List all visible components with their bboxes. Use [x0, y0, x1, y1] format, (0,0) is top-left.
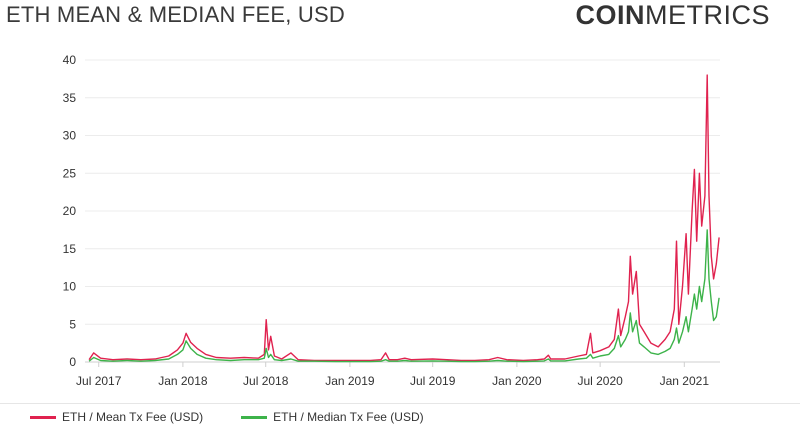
x-tick-label-6: Jul 2020: [577, 374, 623, 388]
y-tick-label-20: 20: [63, 204, 77, 218]
y-tick-label-25: 25: [63, 166, 77, 180]
x-tick-label-7: Jan 2021: [660, 374, 710, 388]
y-tick-label-15: 15: [63, 242, 77, 256]
y-tick-label-35: 35: [63, 91, 77, 105]
y-axis-ticks: 0 5 10 15 20 25 30 35 40: [63, 53, 77, 369]
x-tick-label-4: Jul 2019: [410, 374, 456, 388]
legend-item-median[interactable]: ETH / Median Tx Fee (USD): [241, 410, 424, 424]
y-tick-label-30: 30: [63, 129, 77, 143]
x-tick-label-1: Jan 2018: [158, 374, 208, 388]
grid-lines: [85, 59, 720, 363]
series-line-median: [88, 229, 720, 363]
y-tick-label-5: 5: [69, 317, 76, 331]
chart-title: ETH MEAN & MEDIAN FEE, USD: [6, 2, 345, 27]
coinmetrics-logo: COINMETRICS: [576, 0, 771, 31]
y-tick-label-0: 0: [69, 355, 76, 369]
y-tick-label-40: 40: [63, 53, 77, 67]
legend-label-mean: ETH / Mean Tx Fee (USD): [62, 410, 204, 424]
series-line-mean: [88, 74, 720, 362]
legend-swatch-median: [241, 415, 268, 419]
x-tick-label-2: Jul 2018: [243, 374, 289, 388]
x-tick-label-5: Jan 2020: [492, 374, 542, 388]
x-axis-ticks: Jul 2017 Jan 2018 Jul 2018 Jan 2019 Jul 2019…: [76, 362, 709, 388]
x-tick-label-3: Jan 2019: [325, 374, 375, 388]
series-lines: [88, 74, 720, 363]
logo-bold-text: COIN: [575, 0, 645, 30]
legend-swatch-mean: [30, 415, 56, 419]
legend: ETH / Mean Tx Fee (USD) ETH / Median Tx …: [30, 410, 424, 424]
legend-label-median: ETH / Median Tx Fee (USD): [273, 410, 424, 424]
legend-item-mean[interactable]: ETH / Mean Tx Fee (USD): [30, 410, 203, 424]
legend-separator: [0, 403, 800, 404]
x-tick-label-0: Jul 2017: [76, 374, 122, 388]
logo-light-text: METRICS: [645, 0, 770, 30]
y-tick-label-10: 10: [63, 280, 77, 294]
